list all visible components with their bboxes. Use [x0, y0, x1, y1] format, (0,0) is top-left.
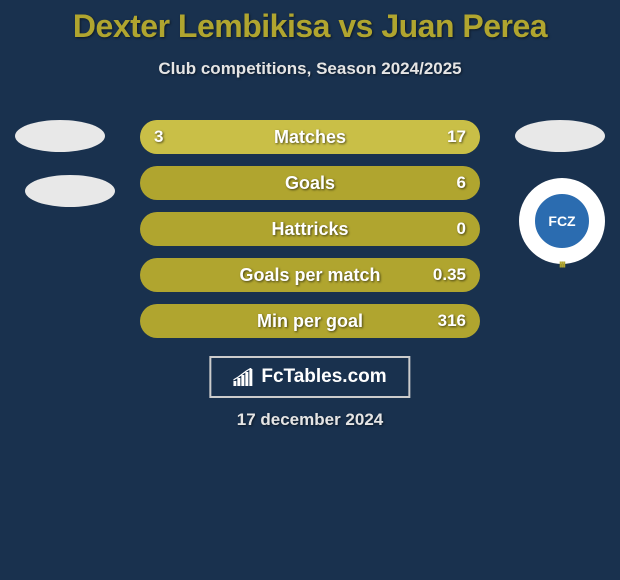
club-badge-right: FCZ |||||||| [519, 178, 605, 264]
bar-value-right: 316 [438, 311, 466, 331]
club-abbrev: FCZ [548, 213, 575, 229]
page-title: Dexter Lembikisa vs Juan Perea [0, 0, 620, 45]
bar-row: Goals6 [140, 166, 480, 200]
bar-value-right: 0 [457, 219, 466, 239]
bar-value-left: 3 [154, 127, 163, 147]
date-text: 17 december 2024 [0, 410, 620, 430]
bar-label: Min per goal [140, 311, 480, 332]
bar-row: Matches3 17 [140, 120, 480, 154]
brand-chart-icon [233, 368, 255, 386]
bar-label: Goals per match [140, 265, 480, 286]
comparison-infographic: Dexter Lembikisa vs Juan Perea Club comp… [0, 0, 620, 580]
bar-value-right: 17 [447, 127, 466, 147]
bar-label: Goals [140, 173, 480, 194]
bar-value-right: 6 [457, 173, 466, 193]
bar-row: Goals per match0.35 [140, 258, 480, 292]
bar-row: Hattricks0 [140, 212, 480, 246]
comparison-bars: Matches3 17 Goals6 Hattricks0 Goals per matc… [140, 120, 480, 350]
bar-value-right: 0.35 [433, 265, 466, 285]
brand-text: FcTables.com [261, 366, 386, 388]
club-stripes-icon: |||||||| [559, 262, 564, 268]
bar-label: Hattricks [140, 219, 480, 240]
player-badge-left-2 [25, 175, 115, 207]
bar-label: Matches [140, 127, 480, 148]
subtitle: Club competitions, Season 2024/2025 [0, 59, 620, 79]
player-badge-right-1 [515, 120, 605, 152]
bar-row: Min per goal316 [140, 304, 480, 338]
club-badge-inner: FCZ |||||||| [535, 194, 589, 248]
brand-box: FcTables.com [209, 356, 410, 398]
player-badge-left-1 [15, 120, 105, 152]
